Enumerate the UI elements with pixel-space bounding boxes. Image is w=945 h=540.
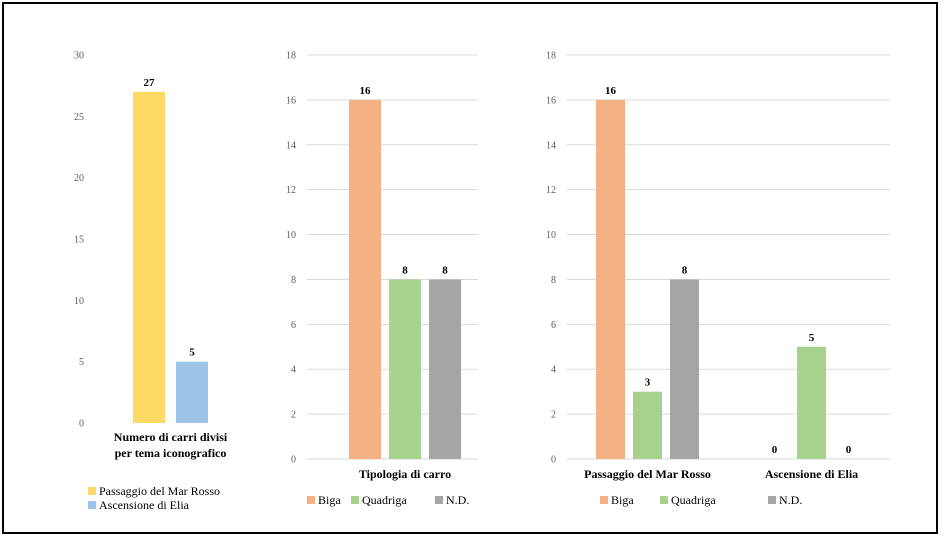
legend-label: Quadriga <box>362 493 407 507</box>
y-tick-label: 18 <box>546 51 556 62</box>
y-tick-label: 10 <box>546 230 556 241</box>
y-tick-label: 4 <box>291 365 296 376</box>
x-category-label: Numero di carri divisi <box>114 430 228 444</box>
bar <box>176 361 208 423</box>
legend-label: Biga <box>611 493 634 507</box>
data-label: 0 <box>772 444 778 456</box>
legend: Biga Quadriga N.D. <box>307 493 469 507</box>
y-tick-label: 20 <box>74 173 84 184</box>
x-category-label: Tipologia di carro <box>359 467 451 481</box>
y-tick-label: 15 <box>74 235 84 246</box>
y-tick-label: 10 <box>286 230 296 241</box>
legend-label: Quadriga <box>671 493 716 507</box>
figure-frame: 0 5 10 15 20 25 30 27 5 Numero di carri divisi per… <box>2 2 938 534</box>
x-category-label: Passaggio del Mar Rosso <box>584 467 711 481</box>
y-tick-label: 8 <box>551 275 556 286</box>
data-label: 16 <box>360 85 372 97</box>
bar <box>670 279 699 459</box>
y-tick-label: 16 <box>546 95 556 106</box>
legend: Biga Quadriga N.D. <box>600 493 802 507</box>
data-label: 3 <box>645 377 651 389</box>
data-label: 8 <box>402 264 408 276</box>
bar <box>633 391 662 459</box>
bar <box>797 346 826 459</box>
data-label: 5 <box>189 347 195 359</box>
chart-1: 0 5 10 15 20 25 30 27 5 Numero di carri divisi per… <box>74 51 228 513</box>
y-tick-label: 4 <box>551 365 556 376</box>
y-tick-label: 12 <box>286 185 296 196</box>
bar <box>349 99 381 459</box>
y-tick-label: 16 <box>286 95 296 106</box>
legend-label: N.D. <box>779 493 802 507</box>
data-label: 16 <box>605 85 617 97</box>
y-tick-label: 18 <box>286 51 296 62</box>
legend-swatch <box>600 496 608 504</box>
y-tick-label: 8 <box>291 275 296 286</box>
legend-label: N.D. <box>446 493 469 507</box>
y-tick-label: 0 <box>79 419 84 430</box>
y-tick-label: 6 <box>551 320 556 331</box>
data-label: 8 <box>442 264 448 276</box>
legend-swatch <box>768 496 776 504</box>
bar <box>133 91 165 424</box>
x-category-label: per tema iconografico <box>115 446 227 460</box>
data-label: 8 <box>682 264 688 276</box>
y-tick-label: 0 <box>291 455 296 466</box>
legend-label: Ascensione di Elia <box>99 498 190 512</box>
legend-swatch <box>351 496 359 504</box>
y-tick-label: 14 <box>286 140 296 151</box>
data-label: 5 <box>809 332 815 344</box>
data-label: 27 <box>144 77 156 89</box>
bar <box>389 279 421 459</box>
legend-swatch <box>660 496 668 504</box>
x-category-label: Ascensione di Elia <box>765 467 858 481</box>
y-tick-label: 25 <box>74 112 84 123</box>
legend-swatch <box>88 501 96 509</box>
y-tick-label: 2 <box>551 410 556 421</box>
y-tick-label: 30 <box>74 51 84 62</box>
y-tick-label: 2 <box>291 410 296 421</box>
y-tick-label: 14 <box>546 140 556 151</box>
chart-2: 0 2 4 6 8 10 12 14 16 18 16 8 8 Tipologia di carro Big… <box>286 51 478 507</box>
data-label: 0 <box>846 444 852 456</box>
y-tick-label: 12 <box>546 185 556 196</box>
bar <box>429 279 461 459</box>
bar <box>596 99 625 459</box>
y-tick-label: 5 <box>79 357 84 368</box>
legend-label: Passaggio del Mar Rosso <box>99 484 220 498</box>
y-tick-label: 10 <box>74 296 84 307</box>
chart-3: 0 2 4 6 8 10 12 14 16 18 16 3 8 Passaggio del Mar Ros… <box>546 51 890 507</box>
legend-swatch <box>88 487 96 495</box>
legend-swatch <box>307 496 315 504</box>
legend-swatch <box>435 496 443 504</box>
legend-label: Biga <box>318 493 341 507</box>
y-tick-label: 0 <box>551 455 556 466</box>
y-tick-label: 6 <box>291 320 296 331</box>
